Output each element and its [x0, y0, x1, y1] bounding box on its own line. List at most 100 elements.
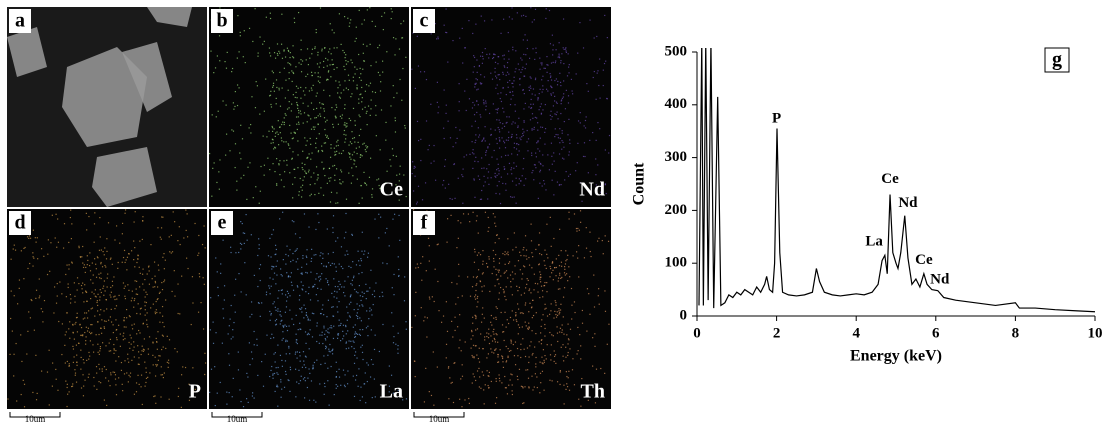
- map-dot: [277, 55, 278, 56]
- map-dot: [277, 308, 278, 309]
- map-dot: [187, 236, 188, 237]
- map-dot: [560, 309, 561, 310]
- map-dot: [293, 221, 294, 222]
- map-dot: [134, 247, 135, 248]
- map-dot: [271, 313, 272, 314]
- map-dot: [478, 233, 479, 234]
- map-dot: [529, 58, 530, 59]
- map-dot: [349, 118, 350, 119]
- map-dot: [472, 286, 473, 287]
- map-dot: [549, 314, 550, 315]
- map-dot: [564, 49, 565, 50]
- map-dot: [274, 171, 275, 172]
- map-dot: [453, 402, 454, 403]
- map-dot: [599, 128, 600, 129]
- map-dot: [156, 301, 157, 302]
- map-dot: [358, 273, 359, 274]
- map-dot: [350, 59, 351, 60]
- map-dot: [372, 91, 373, 92]
- map-dot: [346, 348, 347, 349]
- map-dot: [539, 69, 540, 70]
- map-dot: [316, 95, 317, 96]
- map-dot: [597, 240, 598, 241]
- map-dot: [534, 386, 535, 387]
- map-dot: [566, 52, 567, 53]
- map-dot: [317, 52, 318, 53]
- map-dot: [338, 124, 339, 125]
- map-dot: [484, 336, 485, 337]
- map-dot: [88, 374, 89, 375]
- map-dot: [469, 221, 470, 222]
- map-dot: [568, 266, 569, 267]
- map-dot: [76, 355, 77, 356]
- map-dot: [539, 253, 540, 254]
- map-dot: [313, 313, 314, 314]
- map-dot: [88, 359, 89, 360]
- map-dot: [564, 179, 565, 180]
- map-dot: [250, 124, 251, 125]
- map-dot: [165, 299, 166, 300]
- map-dot: [474, 114, 475, 115]
- map-dot: [88, 328, 89, 329]
- map-dot: [567, 134, 568, 135]
- map-dot: [254, 397, 255, 398]
- map-dot: [354, 363, 355, 364]
- map-dot: [145, 305, 146, 306]
- map-dot: [500, 92, 501, 93]
- map-dot: [396, 156, 397, 157]
- map-dot: [291, 110, 292, 111]
- map-dot: [431, 33, 432, 34]
- map-dot: [371, 329, 372, 330]
- map-dot: [161, 366, 162, 367]
- map-dot: [287, 109, 288, 110]
- map-dot: [85, 344, 86, 345]
- map-dot: [564, 272, 565, 273]
- map-dot: [232, 336, 233, 337]
- map-dot: [557, 84, 558, 85]
- map-dot: [518, 144, 519, 145]
- map-dot: [433, 161, 434, 162]
- map-dot: [497, 112, 498, 113]
- map-dot: [109, 385, 110, 386]
- map-dot: [544, 250, 545, 251]
- map-dot: [555, 171, 556, 172]
- map-dot: [462, 176, 463, 177]
- map-dot: [472, 382, 473, 383]
- map-dot: [95, 289, 96, 290]
- map-dot: [311, 90, 312, 91]
- map-dot: [248, 402, 249, 403]
- map-dot: [83, 267, 84, 268]
- map-dot: [535, 152, 536, 153]
- map-dot: [99, 368, 100, 369]
- map-dot: [336, 47, 337, 48]
- map-dot: [123, 320, 124, 321]
- map-dot: [131, 344, 132, 345]
- map-dot: [20, 334, 21, 335]
- map-dot: [302, 190, 303, 191]
- map-dot: [145, 367, 146, 368]
- map-dot: [356, 303, 357, 304]
- map-dot: [494, 71, 495, 72]
- map-dot: [226, 404, 227, 405]
- map-dot: [298, 370, 299, 371]
- map-dot: [66, 296, 67, 297]
- map-dot: [543, 180, 544, 181]
- map-dot: [230, 252, 231, 253]
- map-dot: [543, 68, 544, 69]
- map-dot: [367, 124, 368, 125]
- map-dot: [519, 137, 520, 138]
- map-dot: [78, 283, 79, 284]
- map-dot: [532, 317, 533, 318]
- map-dot: [114, 239, 115, 240]
- map-dot: [328, 70, 329, 71]
- map-dot: [539, 93, 540, 94]
- map-dot: [375, 105, 376, 106]
- map-dot: [442, 184, 443, 185]
- map-dot: [515, 122, 516, 123]
- map-dot: [321, 263, 322, 264]
- map-dot: [370, 65, 371, 66]
- map-dot: [542, 371, 543, 372]
- map-dot: [505, 183, 506, 184]
- map-dot: [57, 390, 58, 391]
- map-dot: [501, 177, 502, 178]
